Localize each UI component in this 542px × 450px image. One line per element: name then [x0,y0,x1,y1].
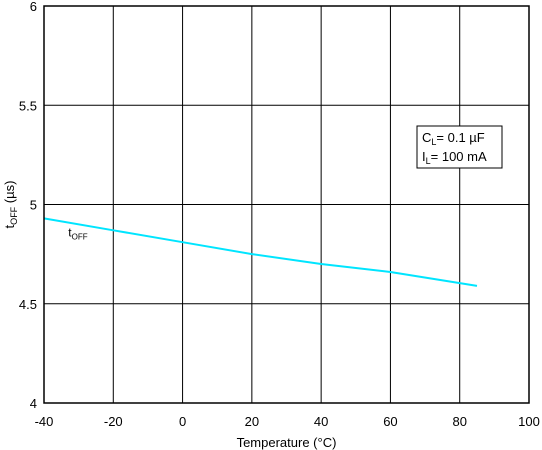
legend-box: CL= 0.1 µF IL= 100 mA [416,125,503,169]
series-label-sub: OFF [72,232,88,241]
x-tick-label: 40 [314,414,328,429]
y-axis-label: tOFF (µs) [2,181,19,229]
y-tick-label: 5 [30,198,37,213]
legend-il: IL= 100 mA [422,149,487,166]
x-axis-label: Temperature (°C) [237,435,337,450]
series-label: tOFF [68,225,87,241]
x-tick-label: 60 [383,414,397,429]
y-tick-label: 4 [30,396,37,411]
x-tick-label: 20 [245,414,259,429]
series-label-main: t [68,225,72,239]
tick-labels: -40 -20 0 20 40 60 80 100 4 4.5 5 5.5 6 [19,0,540,429]
y-tick-label: 4.5 [19,297,37,312]
x-tick-label: 0 [179,414,186,429]
x-tick-label: 100 [518,414,540,429]
x-tick-label: -40 [35,414,54,429]
x-tick-label: 80 [452,414,466,429]
plot-frame [43,5,530,404]
y-tick-label: 5.5 [19,98,37,113]
y-tick-label: 6 [30,0,37,14]
x-tick-label: -20 [104,414,123,429]
grid [44,6,529,403]
legend-border [416,125,503,169]
series-line-toff [43,217,478,287]
series-layer [43,217,478,287]
legend-cl: CL= 0.1 µF [422,130,485,147]
